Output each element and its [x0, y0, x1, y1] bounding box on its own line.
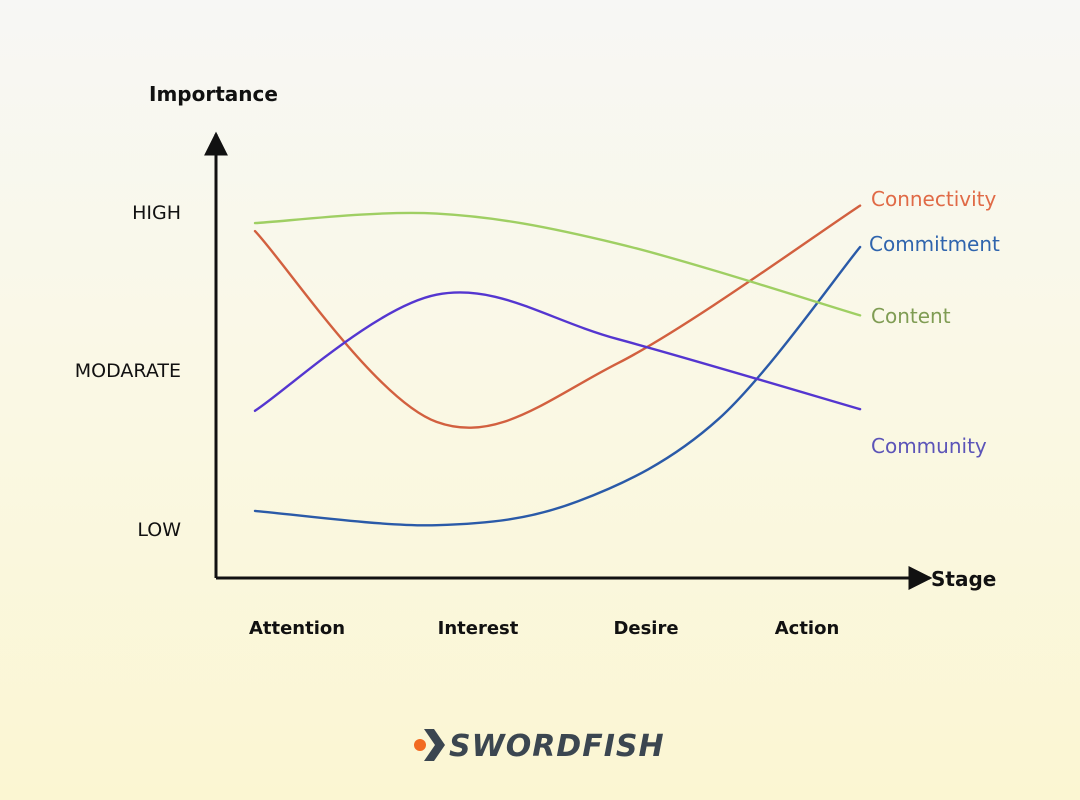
x-axis-title: Stage — [931, 567, 996, 591]
swordfish-logo: SWORDFISH — [414, 729, 665, 764]
series-line-connectivity — [253, 204, 862, 429]
series-label-commitment: Commitment — [869, 232, 1000, 256]
y-tick-label-moderate: MODARATE — [75, 360, 181, 382]
series-label-connectivity: Connectivity — [871, 187, 996, 211]
x-tick-label-attention: Attention — [249, 618, 345, 639]
series-line-commitment — [253, 245, 862, 527]
series-label-content: Content — [871, 304, 951, 328]
chevron-arrow-icon — [424, 729, 445, 761]
brand-name: SWORDFISH — [449, 729, 665, 764]
x-tick-label-desire: Desire — [613, 618, 678, 639]
x-tick-label-interest: Interest — [438, 618, 519, 639]
logo-dot-icon — [414, 739, 426, 751]
series-label-community: Community — [871, 434, 987, 458]
x-tick-label-action: Action — [775, 618, 840, 639]
series-line-community — [253, 291, 862, 412]
y-axis-title: Importance — [149, 82, 278, 106]
series-line-content — [253, 211, 862, 317]
y-tick-label-high: HIGH — [132, 202, 181, 224]
y-tick-label-low: LOW — [137, 519, 181, 541]
